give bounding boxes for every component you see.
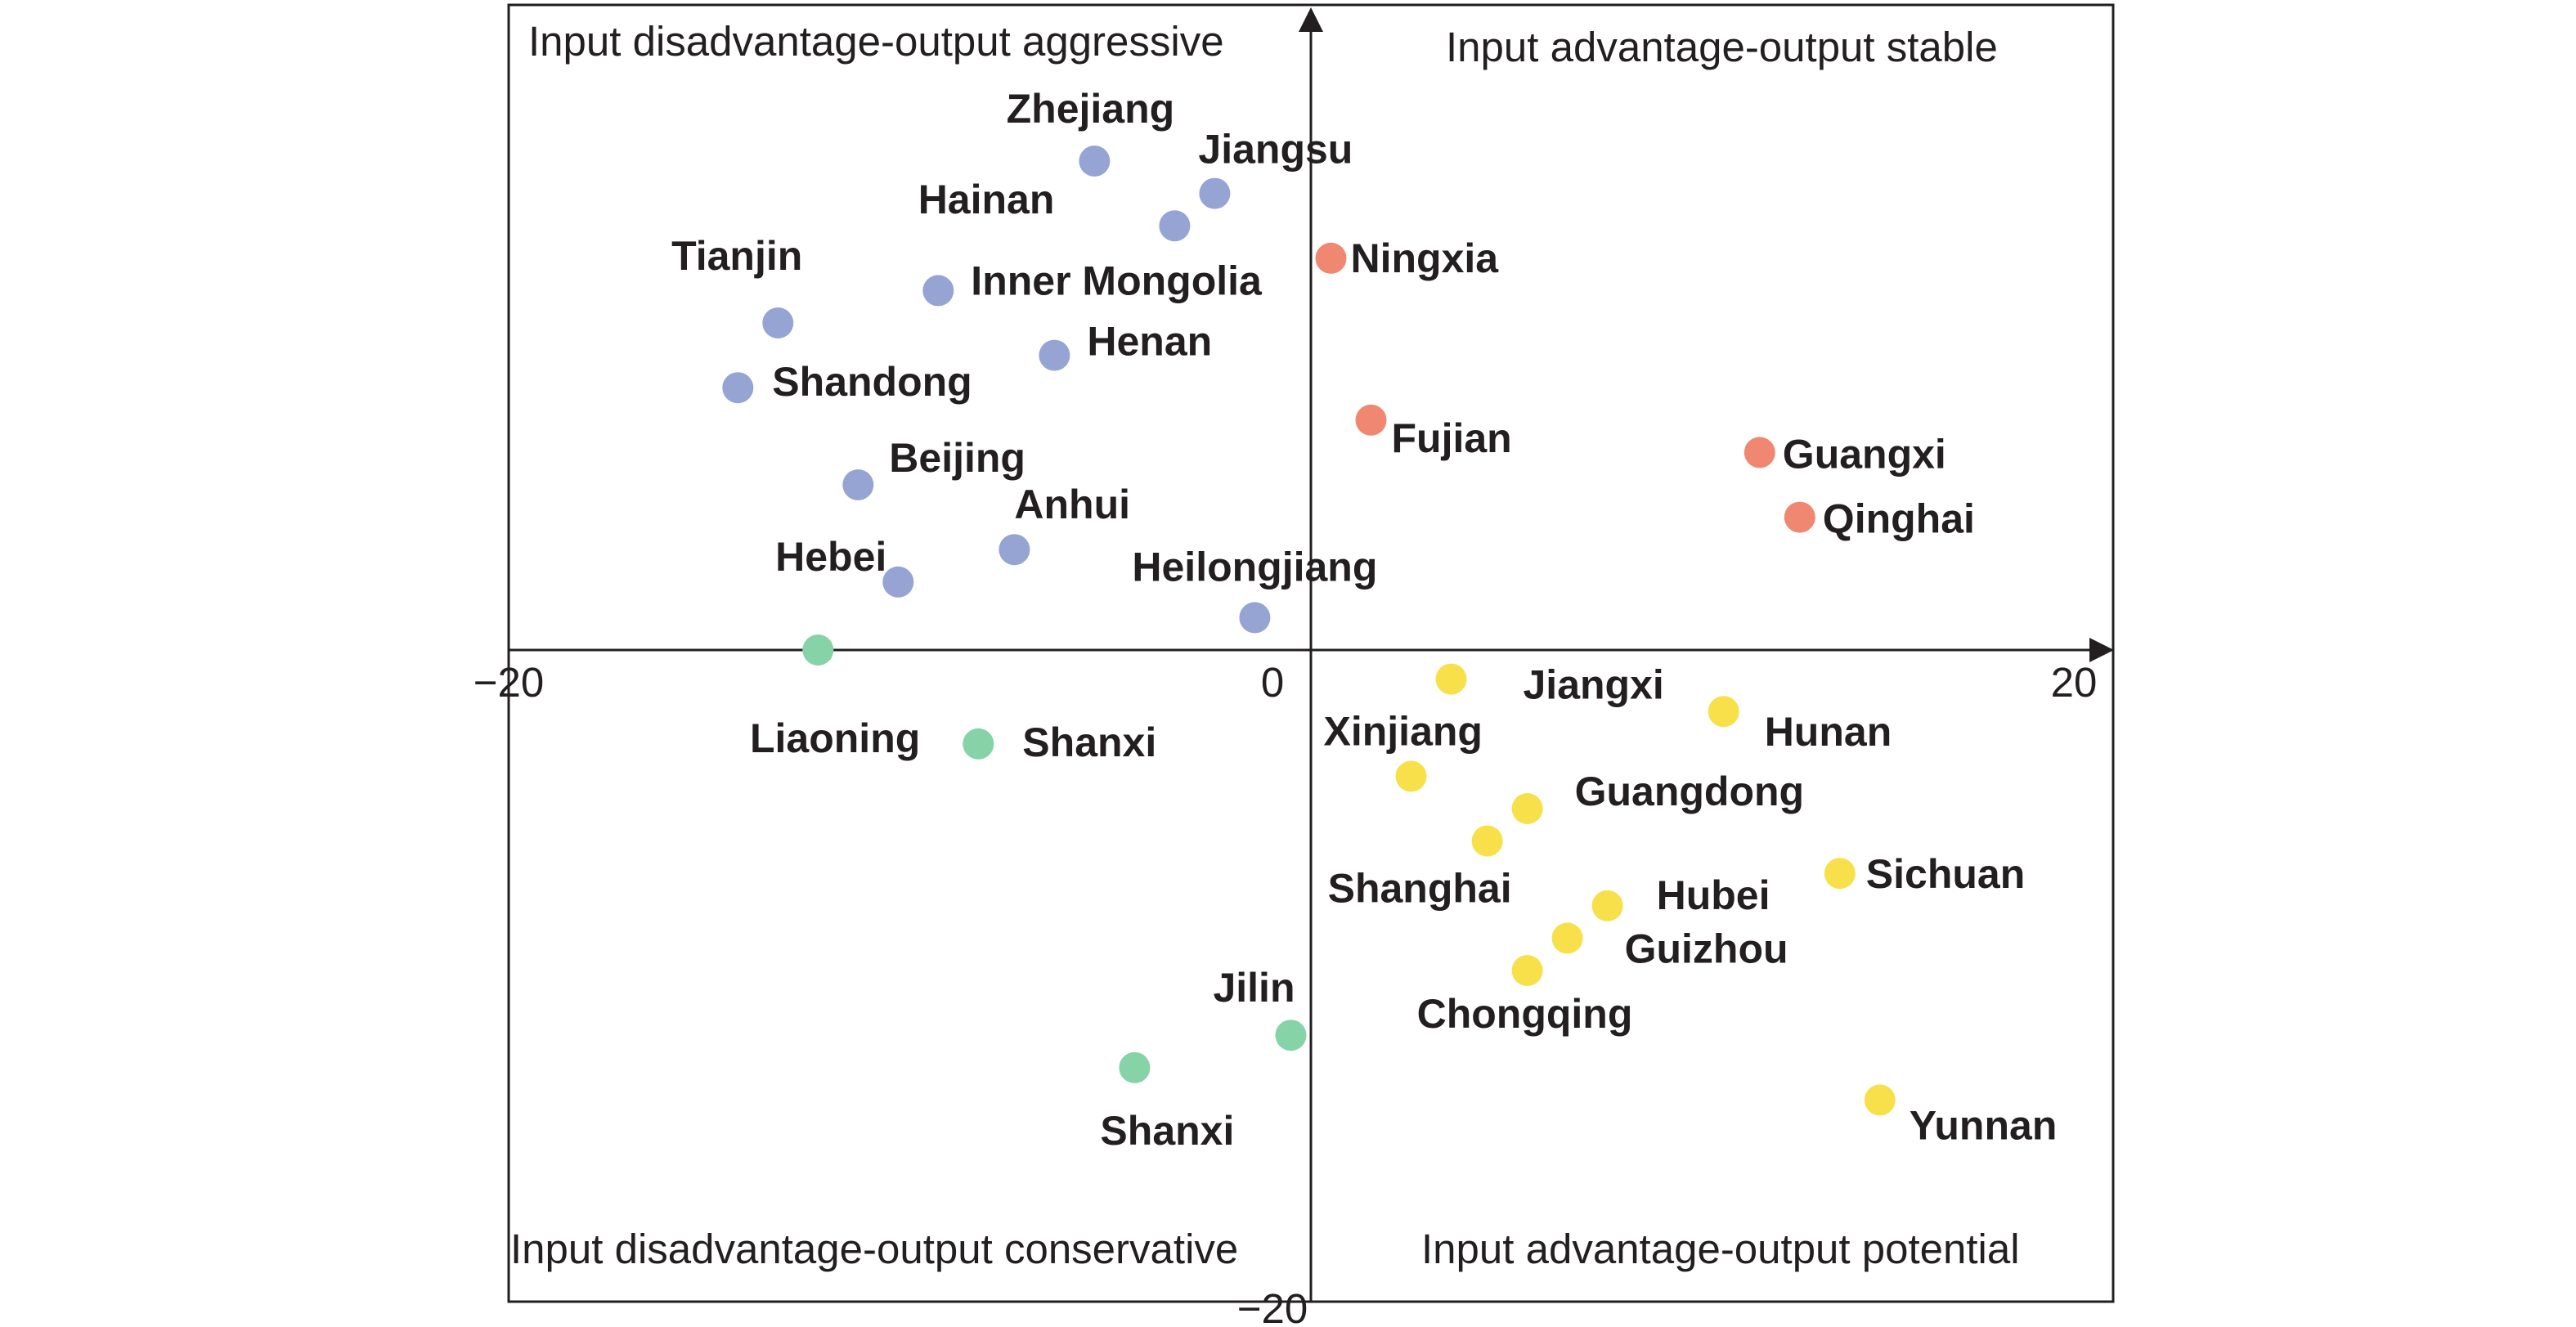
x-tick-label: 0 bbox=[1261, 659, 1284, 706]
point-label: Guizhou bbox=[1625, 926, 1788, 971]
point-label: Inner Mongolia bbox=[971, 258, 1263, 303]
point-label: Henan bbox=[1087, 319, 1212, 365]
data-point bbox=[1239, 602, 1271, 634]
x-tick-label: 20 bbox=[2051, 659, 2098, 706]
data-point bbox=[1551, 922, 1583, 954]
point-label: Guangdong bbox=[1575, 769, 1805, 814]
tick-labels: −20 0 20 −20 bbox=[473, 659, 2098, 1327]
point-label: Hubei bbox=[1657, 872, 1770, 918]
data-point bbox=[1511, 955, 1543, 986]
point-label: Shanghai bbox=[1328, 866, 1512, 912]
point-label: Hebei bbox=[775, 534, 886, 580]
data-point bbox=[722, 372, 754, 404]
data-point bbox=[1395, 760, 1427, 792]
point-label: Shandong bbox=[772, 359, 972, 405]
quadrant-label-bottom-left: Input disadvantage-output conservative bbox=[510, 1226, 1238, 1272]
point-label: Ningxia bbox=[1351, 235, 1500, 281]
point-label: Heilongjiang bbox=[1132, 544, 1377, 590]
point-label: Qinghai bbox=[1823, 496, 1975, 542]
data-point bbox=[1275, 1020, 1307, 1051]
point-label: Shanxi bbox=[1100, 1108, 1234, 1154]
point-label: Xinjiang bbox=[1324, 708, 1483, 754]
data-point bbox=[1471, 825, 1503, 857]
data-point bbox=[1591, 890, 1623, 921]
data-point bbox=[842, 469, 874, 500]
data-point bbox=[1708, 696, 1739, 728]
data-point bbox=[999, 534, 1030, 566]
data-point bbox=[1784, 501, 1815, 533]
data-point bbox=[963, 728, 994, 760]
data-point bbox=[1355, 404, 1387, 436]
point-label: Hainan bbox=[918, 177, 1055, 222]
data-point bbox=[882, 566, 914, 598]
quadrant-label-top-left: Input disadvantage-output aggressive bbox=[528, 18, 1224, 65]
point-label: Shanxi bbox=[1022, 720, 1156, 765]
point-label: Jiangsu bbox=[1198, 127, 1353, 173]
point-label: Fujian bbox=[1392, 415, 1512, 461]
data-point bbox=[1824, 858, 1856, 890]
data-point bbox=[1119, 1051, 1151, 1083]
point-label: Jiangxi bbox=[1524, 662, 1664, 708]
point-label: Chongqing bbox=[1417, 991, 1633, 1037]
data-point bbox=[762, 307, 794, 338]
data-point bbox=[1864, 1084, 1896, 1116]
point-label: Zhejiang bbox=[1007, 86, 1175, 132]
quadrant-label-bottom-right: Input advantage-output potential bbox=[1421, 1226, 2020, 1272]
data-point bbox=[1315, 242, 1347, 274]
x-tick-label: −20 bbox=[473, 659, 545, 706]
data-point bbox=[1744, 437, 1775, 468]
point-label: Anhui bbox=[1014, 482, 1130, 527]
point-label: Jilin bbox=[1213, 965, 1295, 1011]
point-labels: Zhejiang Jiangsu Hainan Tianjin Inner Mongol… bbox=[671, 86, 2057, 1154]
data-point bbox=[1199, 177, 1231, 209]
point-label: Tianjin bbox=[671, 233, 802, 279]
point-label: Guangxi bbox=[1783, 431, 1946, 477]
data-point bbox=[922, 275, 954, 307]
data-points bbox=[722, 146, 1896, 1116]
data-point bbox=[1039, 339, 1070, 371]
point-label: Hunan bbox=[1765, 709, 1892, 755]
quadrant-label-top-right: Input advantage-output stable bbox=[1446, 24, 1998, 70]
data-point bbox=[802, 634, 834, 666]
data-point bbox=[1435, 663, 1467, 695]
point-label: Liaoning bbox=[750, 715, 920, 761]
point-label: Yunnan bbox=[1910, 1102, 2058, 1148]
y-tick-label: −20 bbox=[1237, 1285, 1308, 1327]
data-point bbox=[1079, 146, 1111, 177]
data-point bbox=[1159, 210, 1191, 242]
point-label: Sichuan bbox=[1866, 851, 2025, 897]
data-point bbox=[1511, 793, 1543, 824]
point-label: Beijing bbox=[889, 435, 1025, 481]
